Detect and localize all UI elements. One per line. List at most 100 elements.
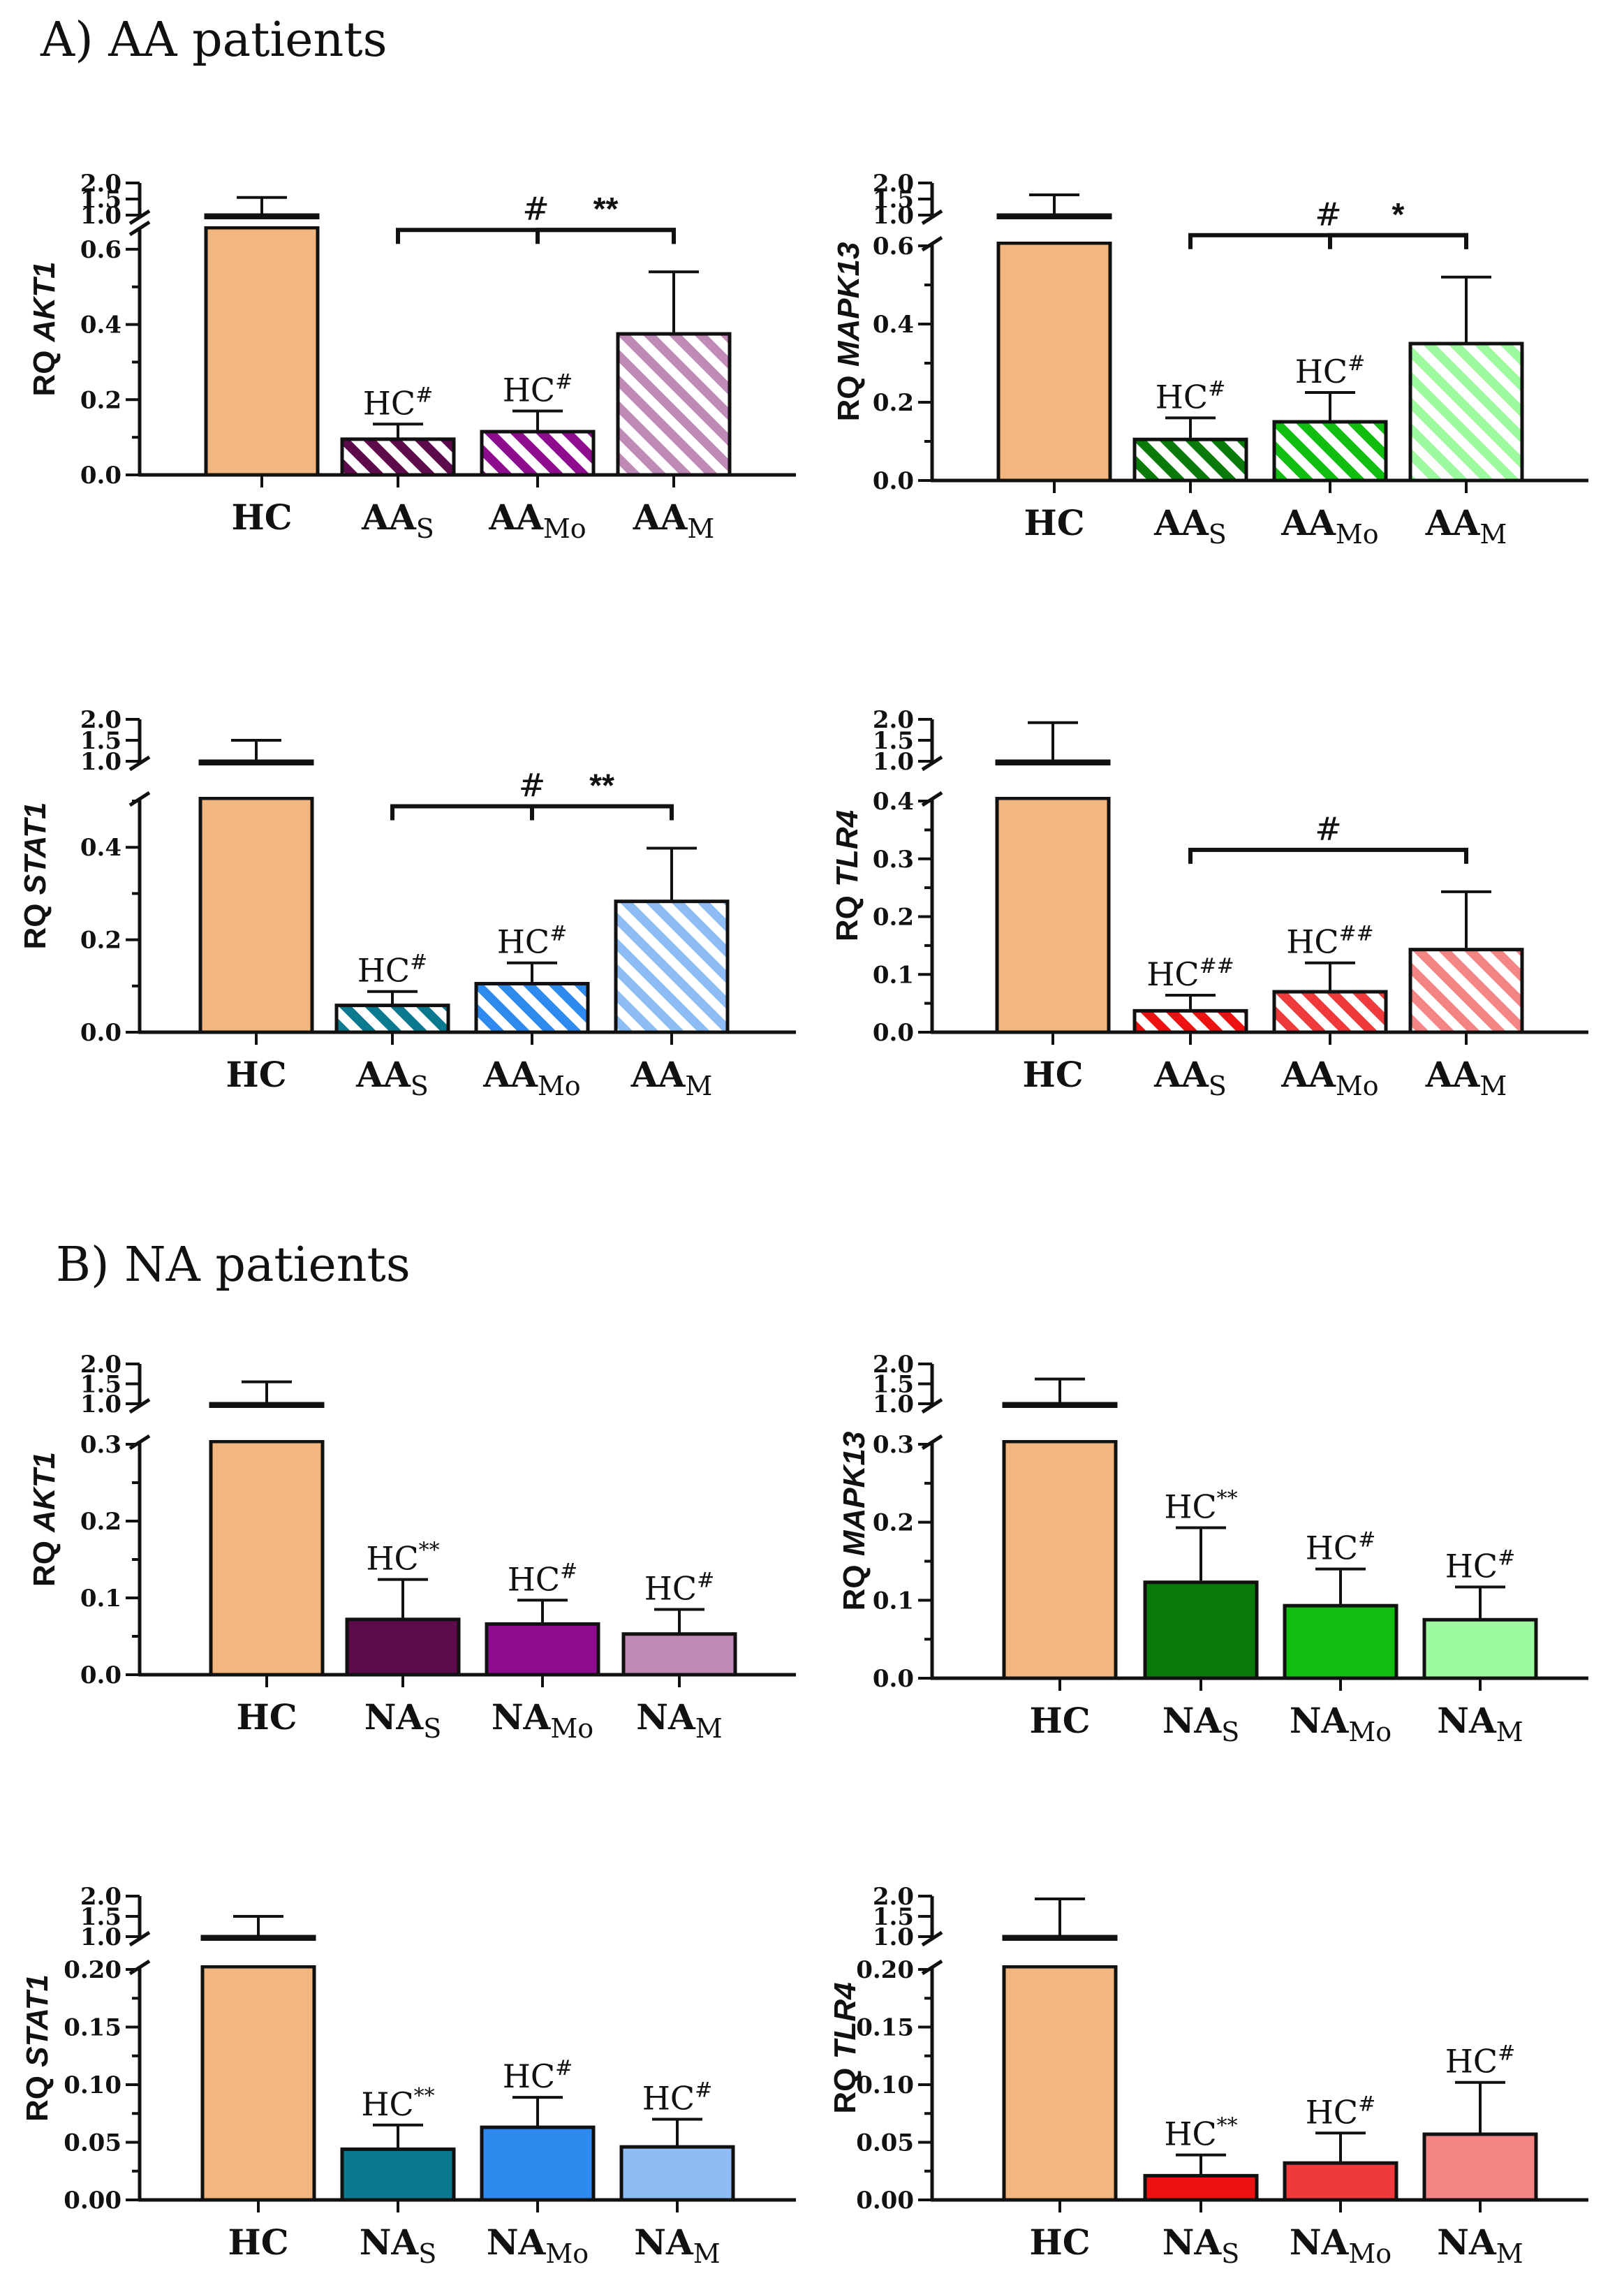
y-tick-label: 0.20: [64, 1956, 121, 1984]
significance-label-sup: #: [695, 2078, 712, 2103]
y-tick-label: 0.4: [80, 311, 121, 339]
significance-label-sup: #: [549, 922, 567, 946]
bar-na-mo: [1285, 1606, 1396, 1678]
significance-label-main: HC: [363, 384, 415, 422]
significance-label: HC**: [366, 1539, 439, 1578]
significance-label-sup: #: [1498, 2041, 1515, 2066]
y-tick-label: 0.1: [80, 1585, 121, 1613]
significance-label: HC##: [1146, 954, 1234, 993]
bar-aa-s: [337, 1006, 448, 1032]
bar-na-s: [342, 2149, 454, 2200]
y-tick-label: 0.20: [856, 1956, 914, 1984]
x-tick-label-sub: S: [416, 513, 434, 544]
bar-hc-break-gap: [203, 219, 320, 226]
significance-label-sup: #: [415, 383, 433, 407]
significance-label-main: HC: [1156, 378, 1208, 416]
bar-hc-break-gap: [200, 1941, 317, 1965]
x-tick-label: AAM: [1425, 502, 1507, 550]
x-tick-label: NAMo: [492, 1696, 593, 1744]
x-tick-label-base: NA: [1290, 2222, 1350, 2263]
x-tick-label: HC: [228, 2222, 288, 2263]
bar-na-s: [1145, 2175, 1257, 2200]
x-tick-label-base: AA: [630, 1054, 686, 1095]
x-tick-label: NAMo: [1290, 1700, 1392, 1747]
bar-hc-upper: [1004, 1937, 1116, 1939]
comparison-bracket-label: **: [593, 191, 619, 227]
x-tick-label-sub: S: [418, 2238, 436, 2269]
bar-hc-upper: [200, 761, 312, 764]
x-tick-label: AAM: [1425, 1054, 1507, 1101]
x-tick-label-sub: Mo: [550, 1713, 593, 1744]
significance-label-main: HC: [1306, 1529, 1358, 1567]
bar-na-s: [1145, 1583, 1257, 1678]
bar-hc-upper: [206, 215, 318, 218]
x-tick-label: AAMo: [488, 497, 586, 544]
chart-aa-tlr4: 1.01.52.00.00.10.20.30.4RQ TLR4HC AAS AAMo…: [830, 706, 1588, 1101]
significance-label: HC##: [1286, 922, 1374, 961]
comparison-bracket-label: #: [519, 767, 546, 805]
significance-label-sup: #: [1208, 376, 1225, 401]
x-tick-label: NAMo: [1290, 2222, 1392, 2269]
chart-na-akt1: 1.01.52.00.00.10.20.3RQ AKT1HC NAS NAMo NAM…: [27, 1351, 796, 1744]
x-tick-label: HC: [226, 1054, 286, 1095]
x-tick-label: NAM: [634, 2222, 720, 2269]
bar-aa-mo: [482, 432, 593, 475]
x-tick-label: AAS: [361, 497, 434, 544]
chart-aa-mapk13: 1.01.52.00.00.20.40.6RQ MAPK13HC AAS AAMo A…: [832, 170, 1588, 550]
x-tick-label-sub: Mo: [543, 513, 586, 544]
bar-aa-s: [342, 439, 454, 475]
bar-hc-lower: [206, 228, 318, 475]
x-tick-label-base: NA: [1162, 2222, 1223, 2263]
x-tick-label-sub: S: [423, 1713, 441, 1744]
significance-label: HC**: [361, 2084, 434, 2123]
comparison-bracket-label: *: [1392, 196, 1405, 233]
bar-aa-mo: [1274, 992, 1386, 1032]
significance-label-main: HC: [1286, 923, 1338, 961]
x-tick-label: NAS: [1162, 2222, 1240, 2269]
x-tick-label-base: AA: [1280, 502, 1336, 543]
bar-hc-break-gap: [208, 1408, 325, 1440]
significance-label: HC#: [357, 951, 427, 990]
significance-label-main: HC: [357, 952, 410, 990]
x-tick-label-base: AA: [633, 497, 688, 538]
y-tick-label: 0.4: [873, 788, 914, 816]
x-tick-label-sub: M: [695, 1713, 723, 1744]
bar-aa-m: [618, 334, 730, 475]
x-tick-label-sub: M: [685, 1071, 712, 1101]
bar-hc-lower: [1004, 1967, 1116, 2200]
x-tick-label-base: NA: [1162, 1700, 1223, 1741]
significance-label-sup: **: [1217, 2114, 1238, 2138]
bar-hc-lower: [1004, 1441, 1116, 1678]
y-tick-label: 0.15: [856, 2014, 914, 2042]
y-axis-label-gene: AKT1: [27, 261, 61, 342]
x-tick-label: NAS: [364, 1696, 442, 1744]
bar-aa-mo: [476, 983, 588, 1032]
x-tick-label-base: HC: [226, 1054, 286, 1095]
significance-label-main: HC: [503, 2057, 555, 2095]
bar-na-m: [1424, 2134, 1536, 2200]
x-tick-label-sub: Mo: [1336, 1071, 1379, 1101]
x-tick-label: NAM: [1437, 2222, 1523, 2269]
y-axis-label: RQ AKT1: [27, 1452, 61, 1587]
significance-label: HC#: [644, 1569, 714, 1608]
comparison-bracket: [1190, 850, 1466, 864]
x-tick-label: AAS: [1153, 1054, 1227, 1101]
x-tick-label-base: AA: [482, 1054, 538, 1095]
significance-label: HC#: [1306, 2092, 1375, 2131]
y-tick-label: 0.4: [873, 311, 914, 339]
y-tick-label: 0.10: [856, 2071, 914, 2099]
y-tick-label: 2.0: [80, 170, 121, 198]
significance-label-sup: #: [1498, 1546, 1515, 1570]
significance-label: HC#: [1156, 376, 1225, 416]
significance-label: HC#: [1306, 1528, 1375, 1567]
x-tick-label-sub: Mo: [1336, 519, 1379, 550]
significance-label: HC#: [503, 2056, 573, 2095]
x-tick-label: HC: [1029, 1700, 1090, 1741]
x-tick-label-sub: S: [1221, 2238, 1239, 2269]
y-tick-label: 0.2: [873, 389, 914, 417]
significance-label-main: HC: [1445, 1547, 1498, 1585]
x-tick-label-sub: M: [1479, 519, 1507, 550]
bar-hc-break-gap: [1001, 1408, 1119, 1440]
x-tick-label: AAM: [630, 1054, 713, 1101]
x-tick-label-base: NA: [636, 1696, 696, 1738]
